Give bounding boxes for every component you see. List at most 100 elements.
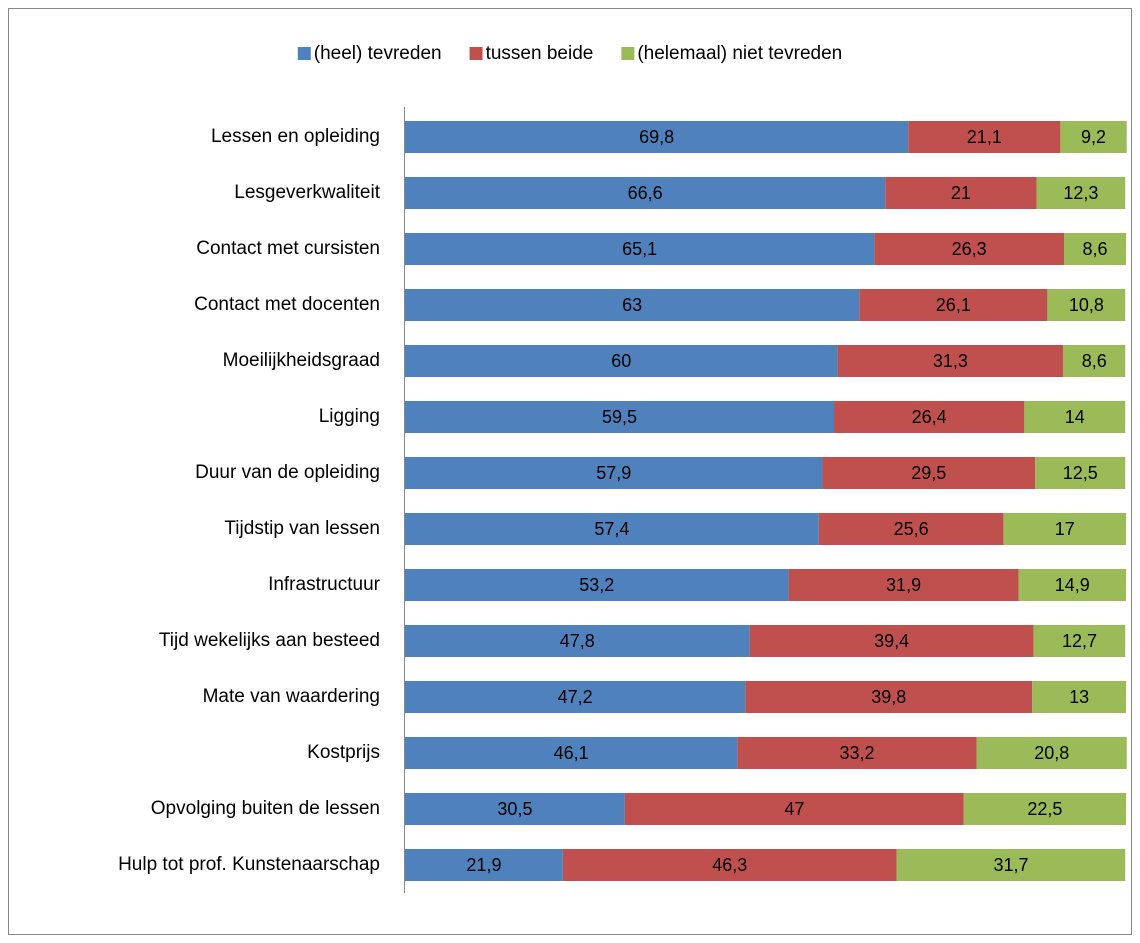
legend-label: (heel) tevreden [314, 43, 442, 64]
bar-segment [822, 457, 1036, 489]
data-label: 26,3 [952, 239, 987, 259]
data-label: 47,8 [560, 631, 595, 651]
data-label: 21 [951, 183, 971, 203]
y-tick-label: Contact met docenten [194, 294, 380, 315]
bar-segment [859, 289, 1048, 321]
data-label: 29,5 [911, 463, 946, 483]
bar-segment [405, 737, 738, 769]
data-label: 57,9 [596, 463, 631, 483]
data-label: 69,8 [639, 127, 674, 147]
data-label: 31,3 [933, 351, 968, 371]
y-tick-label: Moeilijkheidsgraad [223, 350, 380, 371]
y-tick-label: Lesgeverkwaliteit [234, 182, 380, 203]
data-label: 65,1 [622, 239, 657, 259]
data-label: 59,5 [602, 407, 637, 427]
y-tick-label: Infrastructuur [268, 574, 381, 595]
data-label: 39,4 [874, 631, 909, 651]
y-tick-label: Duur van de opleiding [195, 462, 380, 483]
legend-swatch [621, 47, 635, 60]
bar-segment [405, 625, 750, 657]
bar-segment [737, 737, 977, 769]
data-label: 39,8 [871, 687, 906, 707]
bar-segment [405, 513, 819, 545]
y-tick-label: Ligging [319, 406, 380, 427]
data-label: 14 [1065, 407, 1085, 427]
data-label: 53,2 [579, 575, 614, 595]
data-label: 46,1 [554, 743, 589, 763]
legend-label: tussen beide [486, 43, 594, 64]
bar-segment [1047, 289, 1126, 321]
data-label: 47 [784, 799, 804, 819]
bar-segment [874, 233, 1064, 265]
bar-segment [405, 457, 823, 489]
y-tick-label: Opvolging buiten de lessen [151, 798, 380, 819]
bar-segment [1033, 625, 1126, 657]
y-tick-label: Hulp tot prof. Kunstenaarschap [118, 854, 380, 875]
bar-segment [405, 401, 834, 433]
bar-segment [405, 121, 909, 153]
bar-segment [885, 177, 1037, 209]
bar-segment [1032, 681, 1126, 713]
data-label: 12,7 [1062, 631, 1097, 651]
bar-segment [405, 681, 746, 713]
y-tick-label: Mate van waardering [203, 686, 380, 707]
data-label: 10,8 [1069, 295, 1104, 315]
bar-segment [745, 681, 1033, 713]
legend-swatch [297, 47, 311, 60]
data-label: 9,2 [1081, 127, 1106, 147]
data-label: 63 [622, 295, 642, 315]
data-label: 12,3 [1063, 183, 1098, 203]
data-label: 22,5 [1027, 799, 1062, 819]
data-label: 8,6 [1082, 351, 1107, 371]
data-label: 25,6 [894, 519, 929, 539]
data-label: 33,2 [840, 743, 875, 763]
bar-segment [1036, 177, 1126, 209]
y-tick-label: Lessen en opleiding [211, 126, 380, 147]
bar-segment [405, 289, 860, 321]
data-label: 46,3 [712, 855, 747, 875]
data-label: 31,9 [886, 575, 921, 595]
bar-segment [1024, 401, 1126, 433]
data-label: 66,6 [628, 183, 663, 203]
data-label: 14,9 [1055, 575, 1090, 595]
data-label: 17 [1055, 519, 1075, 539]
legend-swatch [469, 47, 483, 60]
y-tick-label: Tijd wekelijks aan besteed [159, 630, 380, 651]
data-label: 8,6 [1082, 239, 1107, 259]
bar-segment [1018, 569, 1126, 601]
bar-segment [837, 345, 1064, 377]
data-label: 13 [1069, 687, 1089, 707]
bar-segment [963, 793, 1126, 825]
data-label: 20,8 [1034, 743, 1069, 763]
data-label: 47,2 [558, 687, 593, 707]
bar-segment [749, 625, 1034, 657]
bar-segment [833, 401, 1025, 433]
bar-segment [405, 345, 838, 377]
data-label: 21,9 [466, 855, 501, 875]
bar-segment [1003, 513, 1126, 545]
bar-segment [405, 569, 789, 601]
bar-segment [624, 793, 964, 825]
bar-segment [405, 849, 563, 881]
data-label: 26,1 [936, 295, 971, 315]
data-label: 31,7 [993, 855, 1028, 875]
data-label: 30,5 [497, 799, 532, 819]
bar-segment [1060, 121, 1127, 153]
bar-segment [405, 177, 886, 209]
y-tick-label: Tijdstip van lessen [224, 518, 380, 539]
bar-segment [1035, 457, 1126, 489]
bar-segment [405, 793, 625, 825]
data-label: 26,4 [912, 407, 947, 427]
data-label: 60 [611, 351, 631, 371]
bar-segment [562, 849, 897, 881]
y-tick-label: Contact met cursisten [196, 238, 380, 259]
bar-segment [908, 121, 1061, 153]
bar-segment [896, 849, 1126, 881]
data-label: 21,1 [967, 127, 1002, 147]
data-label: 12,5 [1063, 463, 1098, 483]
data-label: 57,4 [594, 519, 629, 539]
bar-segment [788, 569, 1019, 601]
bar-segment [405, 233, 875, 265]
bar-segment [1063, 345, 1126, 377]
